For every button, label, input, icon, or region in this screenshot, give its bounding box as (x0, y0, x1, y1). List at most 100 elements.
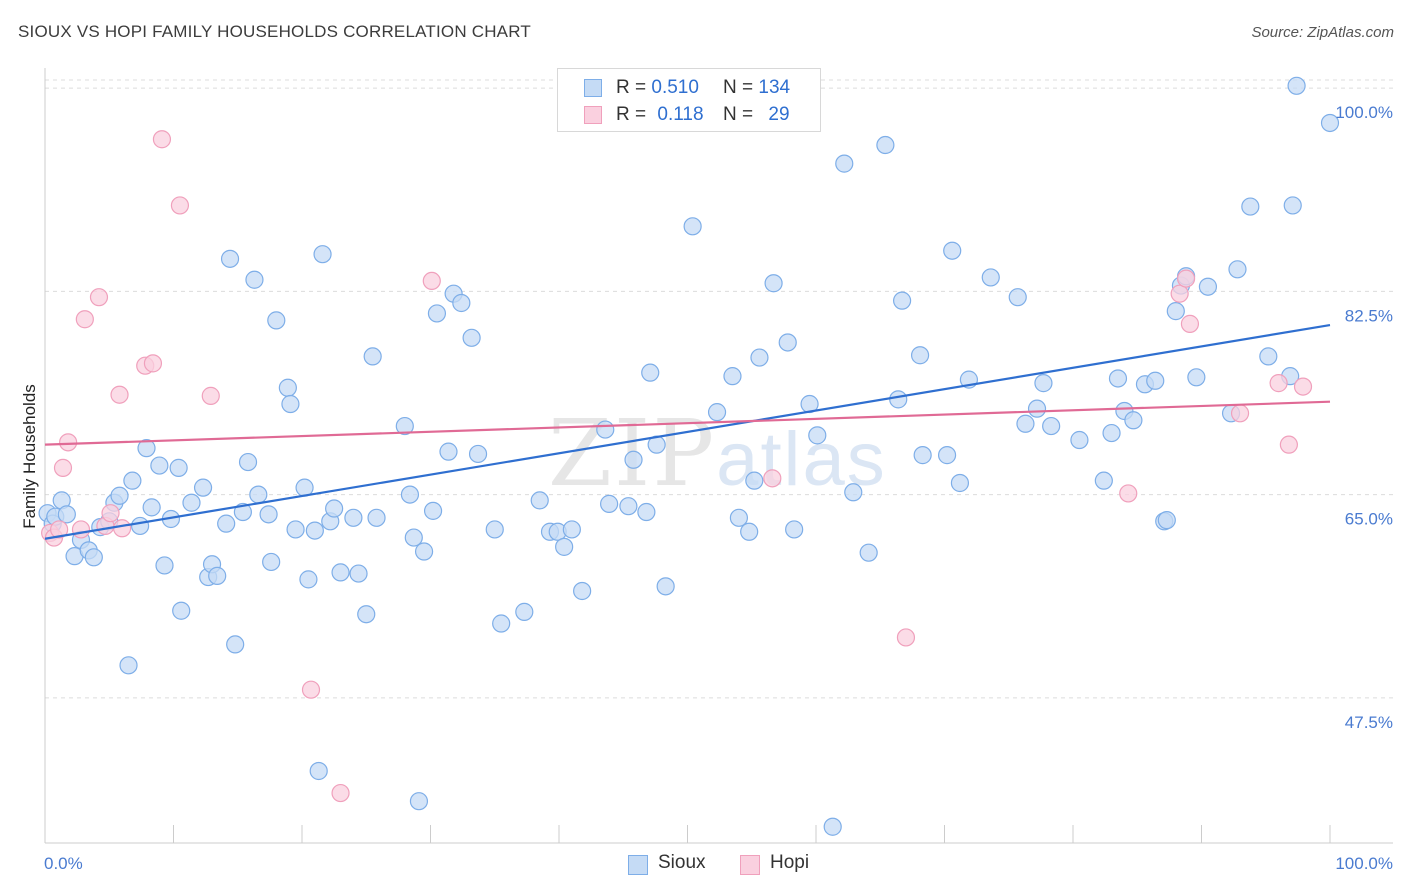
hopi-point (170, 196, 190, 215)
hopi-point (1230, 404, 1250, 423)
sioux-point (267, 311, 286, 330)
stats-legend: R = 0.510 N = 134 R = 0.118 N = 29 (557, 68, 821, 132)
hopi-point (1180, 314, 1200, 333)
sioux-point (785, 520, 804, 539)
legend-row-sioux: R = 0.510 N = 134 (558, 75, 818, 99)
sioux-point (349, 564, 368, 583)
y-axis-label: Family Households (20, 384, 39, 529)
sioux-point (404, 528, 423, 547)
hopi-point (152, 130, 172, 149)
y-tick-label: 47.5% (1345, 713, 1393, 732)
sioux-point (562, 520, 581, 539)
sioux-point (492, 614, 511, 633)
source-label: Source: ZipAtlas.com (1251, 24, 1394, 41)
sioux-point (683, 217, 702, 236)
sioux-point (740, 522, 759, 541)
gridlines (45, 79, 1393, 699)
sioux-point (233, 502, 252, 522)
sioux-point (57, 505, 76, 524)
sioux-point (1034, 374, 1053, 393)
r-label: R = (616, 104, 647, 125)
sioux-point (637, 502, 656, 522)
legend-n-sioux: N = 134 (723, 77, 790, 99)
hopi-point (1170, 284, 1189, 303)
sioux-point (1198, 277, 1218, 296)
sioux-point (344, 508, 363, 527)
sioux-point (950, 473, 970, 493)
legend-r-sioux: R = 0.510 (616, 77, 699, 99)
sioux-point (262, 552, 281, 572)
sioux-point (409, 792, 429, 811)
sioux-point (937, 446, 957, 465)
sioux-point (1259, 347, 1278, 366)
sioux-point (778, 333, 797, 352)
sioux-point (110, 486, 129, 505)
sioux-point (1287, 76, 1306, 95)
sioux-point (427, 304, 447, 323)
sioux-point (357, 605, 376, 624)
sioux-point (555, 537, 574, 556)
sioux-point (485, 520, 504, 539)
hopi-point (301, 680, 321, 699)
sioux-point (226, 635, 245, 654)
sioux-point (439, 442, 458, 461)
sioux-point (1124, 411, 1143, 430)
sioux-point (943, 241, 962, 260)
sioux-point (876, 135, 895, 155)
hopi-point (50, 520, 69, 539)
hopi-point (201, 386, 220, 405)
sioux-point (220, 249, 240, 268)
sioux-point (217, 514, 236, 533)
sioux-point (844, 483, 863, 502)
sioux-point (1108, 369, 1128, 388)
n-label: N = (723, 104, 754, 125)
x-tick-label: 0.0% (44, 854, 83, 873)
sioux-point (363, 347, 382, 366)
sioux-point (193, 478, 213, 497)
sioux-point (395, 416, 414, 436)
sioux-point (281, 394, 300, 414)
sioux-point (249, 485, 268, 504)
sioux-point (1042, 416, 1061, 436)
n-value: 134 (758, 77, 791, 98)
sioux-point (137, 439, 156, 458)
sioux-point (573, 581, 592, 601)
sioux-point (1228, 260, 1247, 279)
sioux-point (530, 491, 549, 510)
hopi-point (896, 628, 916, 647)
sioux-point (913, 446, 932, 465)
hopi-trend-line (44, 400, 1331, 446)
sioux-point (155, 556, 174, 575)
sioux-point (305, 521, 324, 540)
sioux-point (889, 390, 908, 409)
sioux-point (309, 761, 328, 781)
sioux-point (656, 577, 675, 596)
legend-n-hopi: N = 29 (723, 104, 790, 126)
sioux-point (1070, 430, 1089, 450)
trend-lines (44, 323, 1331, 540)
sioux-point (641, 363, 660, 382)
data-points (38, 76, 1340, 836)
sioux-point (452, 293, 471, 313)
sioux-point (182, 493, 201, 512)
hopi-point (1119, 484, 1138, 503)
sioux-point (745, 471, 764, 490)
sioux-trend-line (44, 323, 1331, 540)
sioux-point (238, 452, 258, 472)
axes (44, 68, 1393, 844)
hopi-point (112, 519, 132, 538)
hopi-point (110, 385, 129, 404)
sioux-point (707, 403, 727, 422)
sioux-point (400, 485, 420, 504)
r-label: R = (616, 77, 647, 98)
sioux-point (619, 497, 638, 516)
sioux-point (1320, 113, 1340, 133)
n-value: 29 (768, 104, 790, 125)
sioux-point (1187, 368, 1206, 387)
sioux-point (468, 444, 488, 464)
sioux-point (462, 328, 481, 347)
hopi-swatch-icon (584, 106, 602, 124)
sioux-point (367, 508, 386, 527)
sioux-point (1027, 399, 1047, 418)
hopi-point (101, 504, 120, 523)
